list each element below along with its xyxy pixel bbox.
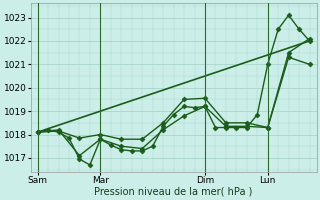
X-axis label: Pression niveau de la mer( hPa ): Pression niveau de la mer( hPa ) (94, 187, 253, 197)
